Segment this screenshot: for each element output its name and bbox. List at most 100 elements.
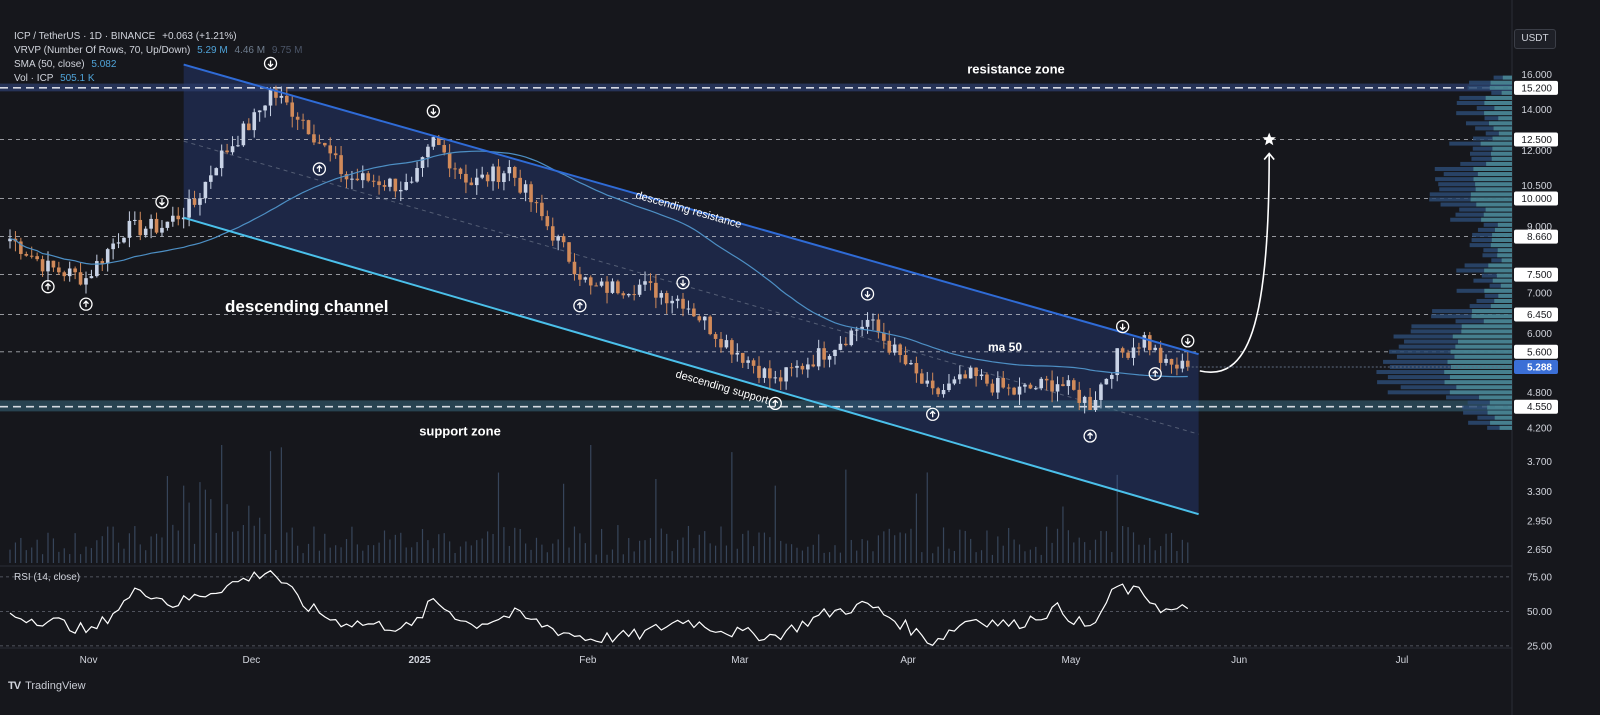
volume-profile-bar [1469,80,1512,85]
candle [903,346,908,366]
rsi-legend[interactable]: RSI (14, close) [14,572,80,583]
candle-body [1082,396,1087,403]
candle [485,172,490,187]
volume-profile-bar-up [1499,425,1512,430]
change-label: +0.063 (+1.21%) [162,31,237,42]
candle [344,171,349,189]
volume-bar [736,548,738,563]
candle [404,173,409,191]
volume-profile-bar-up [1501,90,1512,95]
support-zone-band [0,400,1512,412]
rsi-axis-tick: 25.00 [1527,641,1552,652]
volume-bar [432,548,434,563]
price-level-tag-bg [1514,132,1558,147]
candle-body [561,236,566,243]
last-price-tag-text: 5.288 [1527,362,1552,373]
candle [876,313,881,339]
volume-bar [193,543,196,563]
candle-body [1088,396,1092,411]
candle [1104,378,1109,385]
volume-profile-bar-up [1489,400,1512,405]
candle-body [1034,388,1038,390]
currency-button[interactable]: USDT [1514,29,1556,49]
candle [827,354,832,368]
volume-bar [74,533,76,563]
volume-bar [1046,526,1048,563]
volume-bar [742,533,744,563]
price-level-tag-text: 7.500 [1527,270,1552,281]
candle-body [990,383,995,393]
candle [1164,354,1168,366]
candle-body [485,174,490,182]
descending-channel-area [183,64,1199,515]
candle-body [572,261,577,275]
legend-vol-row[interactable]: Vol · ICP 505.1 K [14,72,302,86]
candle [209,165,213,189]
candle-body [822,348,826,360]
candle-body [1185,360,1190,367]
candle-body [838,343,843,350]
volume-profile-bar-up [1458,339,1512,344]
candle [990,379,995,396]
volume-bar [69,554,71,563]
projection-arrowhead [1263,152,1275,161]
price-level-tag-text: 5.600 [1527,347,1552,358]
candle-body [100,261,105,264]
volume-bar [454,552,456,563]
candle-body [675,298,680,301]
candle-body [1109,375,1114,379]
volume-bar [307,543,310,563]
candle-body [29,255,34,257]
volume-bar [986,530,988,563]
volume-bar [210,499,212,563]
volume-bar [378,542,380,563]
volume-bar [383,530,386,563]
candle [474,168,479,195]
price-axis-tick: 6.000 [1527,329,1552,340]
volume-bar [850,539,852,563]
volume-bar [1040,554,1042,563]
time-axis-tick: Feb [579,655,597,666]
price-axis-tick: 2.650 [1527,545,1552,556]
candle [1001,371,1006,389]
candle [257,110,262,122]
candle [138,211,143,241]
volume-bar [166,476,168,563]
volume-bar [1084,542,1086,563]
volume-bar [155,533,158,563]
volume-profile-bar [1404,339,1512,344]
volume-bar [1105,531,1107,563]
candle-body [295,116,300,120]
volume-bar [264,534,266,563]
legend-symbol-row[interactable]: ICP / TetherUS · 1D · BINANCE +0.063 (+1… [14,30,302,44]
candle-body [57,267,61,273]
volume-bar [313,526,315,563]
volume-profile-bar-up [1491,151,1512,156]
volume-bar [595,554,597,563]
legend-sma-row[interactable]: SMA (50, close) 5.082 [14,58,302,72]
volume-bar [36,539,38,563]
volume-bar [617,525,619,563]
volume-bar [1062,506,1064,563]
candle-body [849,330,854,346]
candle-body [371,180,376,182]
volume-bar [1018,544,1021,563]
tradingview-brand[interactable]: TV TradingView [8,680,86,692]
volume-bar [687,525,690,563]
price-level-tag: 12.500 [1514,132,1558,147]
candle [1153,344,1158,351]
volume-profile-bar-up [1501,258,1512,263]
volume-bar [1116,474,1118,563]
candle-body [176,215,181,220]
candle-body [40,259,45,272]
legend-vrvp-row[interactable]: VRVP (Number Of Rows, 70, Up/Down) 5.29 … [14,44,302,58]
price-axis-tick: 7.000 [1527,288,1552,299]
volume-bar [340,547,342,563]
volume-bar [997,536,999,563]
candle [19,237,23,260]
volume-bar [1154,550,1156,563]
volume-bar [932,553,934,563]
candle-body [409,181,414,183]
